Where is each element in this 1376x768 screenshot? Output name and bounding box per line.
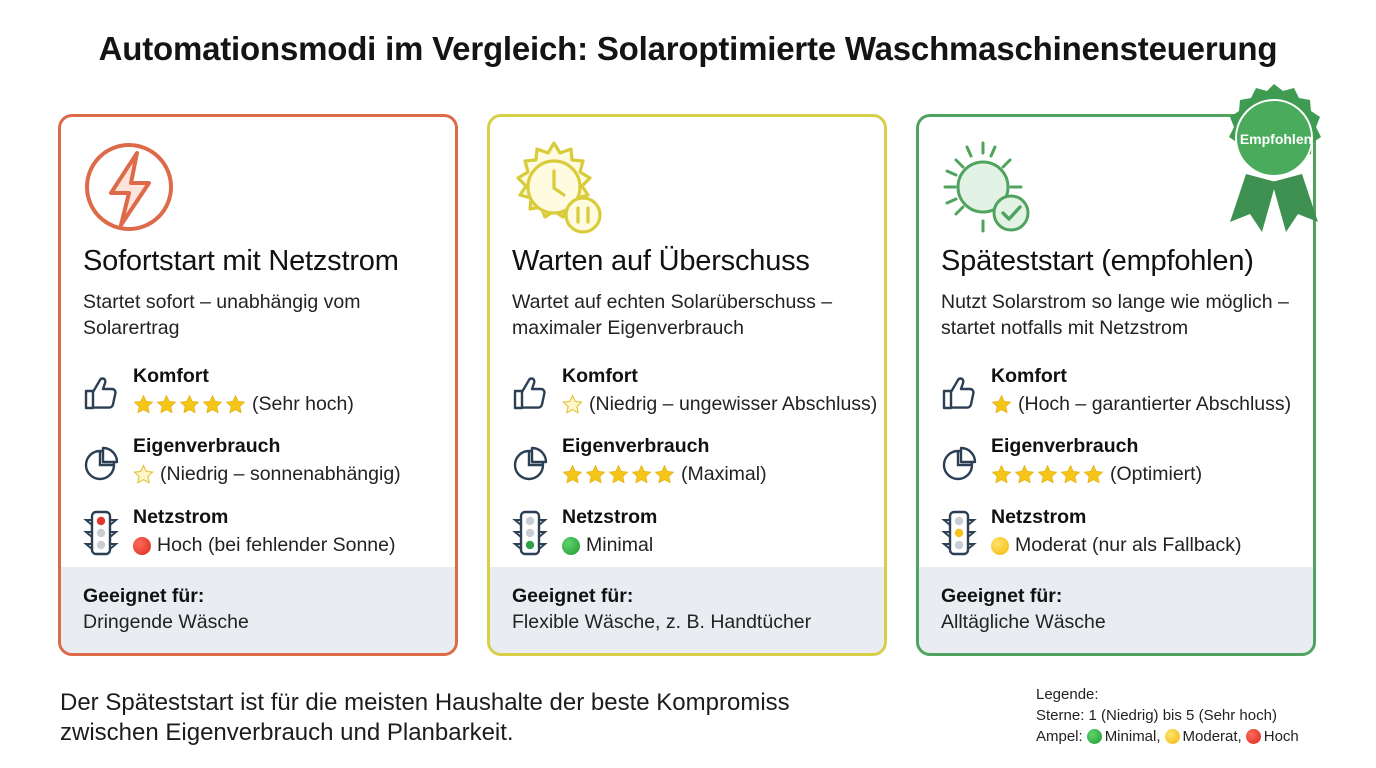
metric-value: Moderat (nur als Fallback) [1015, 534, 1242, 556]
card-footer: Geeignet für: Alltägliche Wäsche [919, 567, 1313, 653]
star-rating [133, 394, 248, 415]
star-icon [1083, 464, 1104, 485]
yellow-dot-icon [991, 536, 1009, 555]
thumbs-up-icon [83, 373, 119, 413]
star-icon [654, 464, 675, 485]
star-icon [991, 464, 1012, 485]
thumbs-up-icon [512, 373, 548, 413]
star-rating [991, 394, 1014, 415]
legend-title: Legende: [1036, 686, 1099, 703]
metric-label: Eigenverbrauch [562, 435, 710, 457]
yellow-dot-icon [1164, 729, 1180, 744]
card-title: Warten auf Überschuss [512, 245, 810, 277]
metric-value: (Sehr hoch) [252, 393, 354, 415]
star-icon [1060, 464, 1081, 485]
suitable-value: Flexible Wäsche, z. B. Handtücher [512, 611, 812, 633]
pie-chart-icon [83, 443, 119, 483]
card-description: Nutzt Solarstrom so lange wie möglich – … [941, 291, 1289, 339]
metric-label: Eigenverbrauch [991, 435, 1139, 457]
sun-clock-pause-icon [516, 141, 602, 234]
star-rating [562, 394, 585, 415]
legend-item: Minimal, [1104, 728, 1161, 745]
red-dot-icon [133, 536, 151, 555]
card-footer: Geeignet für: Flexible Wäsche, z. B. Han… [490, 567, 884, 653]
metric-value: (Hoch – garantierter Abschluss) [1018, 393, 1292, 415]
card-description: Wartet auf echten Solarüberschuss – maxi… [512, 291, 833, 339]
suitable-label: Geeignet für: [941, 585, 1063, 607]
star-icon [631, 464, 652, 485]
star-rating [562, 464, 677, 485]
card-title: Sofortstart mit Netzstrom [83, 245, 399, 277]
badge-label: Empfohlen [1239, 131, 1313, 147]
legend-stars: Sterne: 1 (Niedrig) bis 5 (Sehr hoch) [1036, 707, 1277, 724]
suitable-label: Geeignet für: [83, 585, 205, 607]
pie-chart-icon [512, 443, 548, 483]
metric-netzstrom: Netzstrom Moderat (nur als Fallback) [939, 506, 1309, 570]
metric-netzstrom: Netzstrom Hoch (bei fehlender Sonne) [81, 506, 451, 570]
traffic-light-icon [941, 510, 977, 556]
star-icon [991, 394, 1012, 415]
legend-ampel-label: Ampel: [1036, 728, 1083, 745]
star-icon [1014, 464, 1035, 485]
metric-value: Hoch (bei fehlender Sonne) [157, 534, 396, 556]
metric-komfort: Komfort (Sehr hoch) [81, 365, 451, 429]
star-rating [991, 464, 1106, 485]
metric-label: Netzstrom [562, 506, 658, 528]
legend-ampel: Ampel: Minimal, Moderat, Hoch [1036, 726, 1299, 747]
metric-komfort: Komfort (Hoch – garantierter Abschluss) [939, 365, 1309, 429]
metric-label: Komfort [991, 365, 1067, 387]
star-icon [202, 394, 223, 415]
metric-label: Eigenverbrauch [133, 435, 281, 457]
metric-value: (Maximal) [681, 463, 767, 485]
metric-eigenverbrauch: Eigenverbrauch (Niedrig – sonnenabhängig… [81, 435, 451, 499]
card-footer: Geeignet für: Dringende Wäsche [61, 567, 455, 653]
legend: Legende: Sterne: 1 (Niedrig) bis 5 (Sehr… [1036, 684, 1299, 747]
lightning-icon [85, 143, 173, 231]
rosette-badge-icon [1229, 84, 1321, 232]
suitable-value: Dringende Wäsche [83, 611, 249, 633]
pie-chart-icon [941, 443, 977, 483]
green-dot-icon [562, 536, 580, 555]
star-icon [179, 394, 200, 415]
metric-eigenverbrauch: Eigenverbrauch (Optimiert) [939, 435, 1309, 499]
red-dot-icon [1245, 729, 1261, 744]
metric-label: Komfort [562, 365, 638, 387]
metric-netzstrom: Netzstrom Minimal [510, 506, 880, 570]
star-icon [156, 394, 177, 415]
legend-item: Hoch [1263, 728, 1299, 745]
metric-value: (Niedrig – ungewisser Abschluss) [589, 393, 878, 415]
metric-label: Netzstrom [991, 506, 1087, 528]
green-dot-icon [1086, 729, 1102, 744]
metric-eigenverbrauch: Eigenverbrauch (Maximal) [510, 435, 880, 499]
star-icon [1037, 464, 1058, 485]
metric-value: Minimal [586, 534, 654, 556]
traffic-light-icon [512, 510, 548, 556]
metric-value: (Niedrig – sonnenabhängig) [160, 463, 401, 485]
card-title: Späteststart (empfohlen) [941, 245, 1254, 277]
card-sofortstart: Sofortstart mit Netzstrom Startet sofort… [58, 114, 458, 656]
summary-text: Der Späteststart ist für die meisten Hau… [60, 689, 790, 746]
thumbs-up-icon [941, 373, 977, 413]
legend-item: Moderat, [1182, 728, 1242, 745]
star-icon [608, 464, 629, 485]
suitable-label: Geeignet für: [512, 585, 634, 607]
star-outline-icon [562, 394, 583, 415]
star-rating [133, 464, 156, 485]
star-icon [562, 464, 583, 485]
page-title: Automationsmodi im Vergleich: Solaroptim… [98, 30, 1278, 67]
card-warten: Warten auf Überschuss Wartet auf echten … [487, 114, 887, 656]
suitable-value: Alltägliche Wäsche [941, 611, 1106, 633]
star-icon [133, 394, 154, 415]
metric-label: Netzstrom [133, 506, 229, 528]
traffic-light-icon [83, 510, 119, 556]
metric-komfort: Komfort (Niedrig – ungewisser Abschluss) [510, 365, 880, 429]
sun-check-icon [943, 141, 1030, 233]
star-outline-icon [133, 464, 154, 485]
star-icon [585, 464, 606, 485]
card-description: Startet sofort – unabhängig vom Solarert… [83, 291, 361, 339]
metric-label: Komfort [133, 365, 209, 387]
star-icon [225, 394, 246, 415]
metric-value: (Optimiert) [1110, 463, 1203, 485]
